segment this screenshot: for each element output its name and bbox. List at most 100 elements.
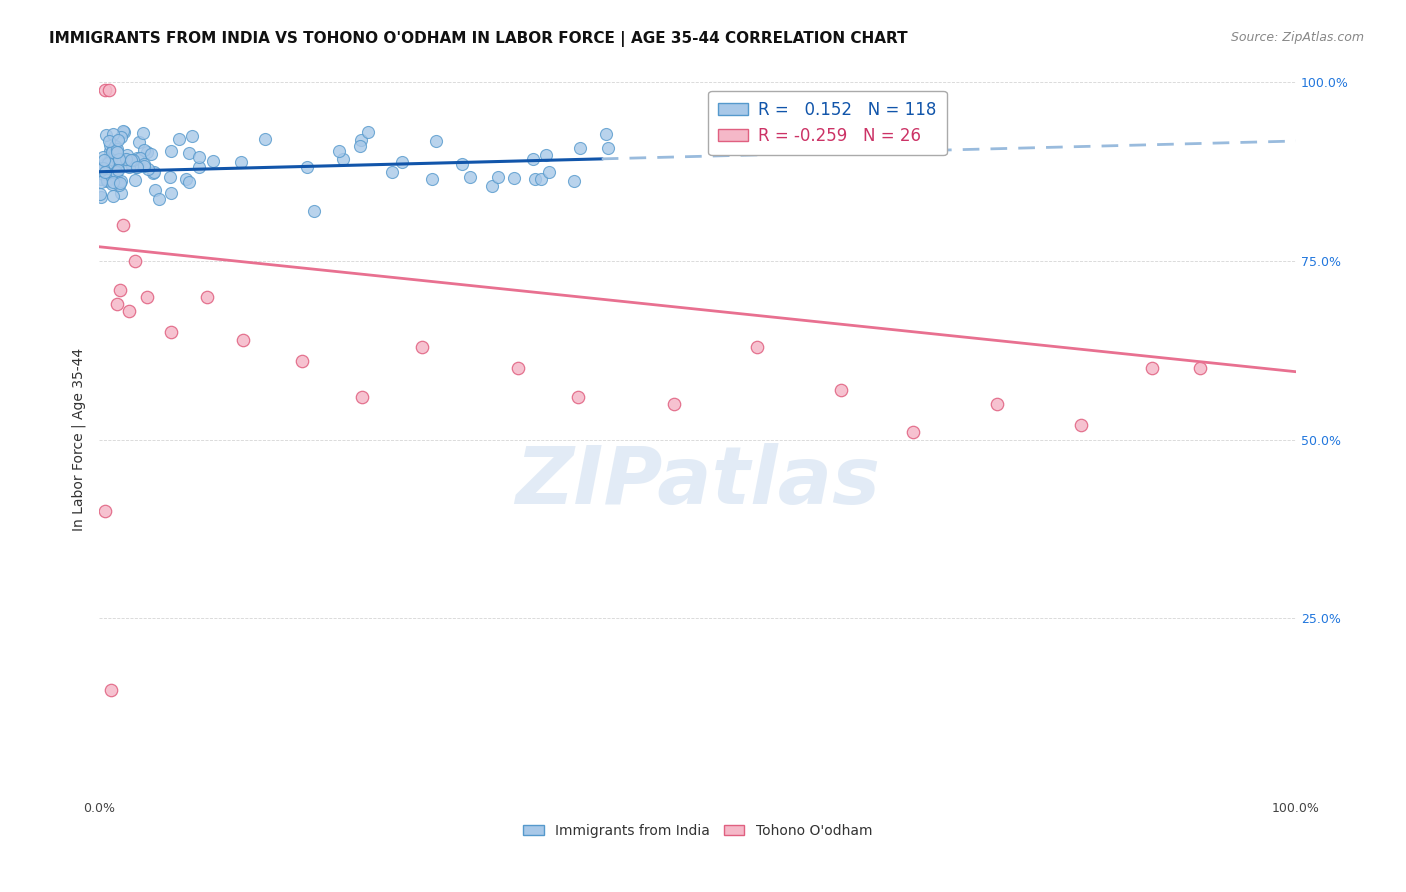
Point [530, 172, 553, 186]
Point [136, 161, 159, 176]
Point [830, 383, 852, 397]
Y-axis label: In Labor Force | Age 35-44: In Labor Force | Age 35-44 [72, 348, 86, 531]
Point [128, 159, 150, 173]
Point [105, 142, 128, 156]
Point [202, 153, 225, 168]
Point [104, 169, 127, 184]
Point [108, 153, 131, 167]
Point [104, 154, 127, 169]
Text: IMMIGRANTS FROM INDIA VS TOHONO O'ODHAM IN LABOR FORCE | AGE 35-44 CORRELATION C: IMMIGRANTS FROM INDIA VS TOHONO O'ODHAM … [49, 31, 908, 47]
Point [94, 128, 117, 142]
Point [121, 159, 143, 173]
Point [135, 290, 157, 304]
Point [97, 156, 120, 170]
Point [411, 340, 433, 354]
Point [105, 145, 128, 159]
Point [128, 135, 150, 149]
Point [110, 130, 132, 145]
Point [101, 127, 124, 141]
Point [986, 397, 1008, 411]
Point [107, 161, 129, 175]
Point [97, 82, 120, 96]
Point [111, 153, 134, 168]
Point [295, 161, 318, 175]
Point [141, 147, 163, 161]
Point [91, 150, 114, 164]
Text: ZIPatlas: ZIPatlas [515, 443, 880, 522]
Point [98, 138, 121, 153]
Point [747, 340, 769, 354]
Point [349, 138, 371, 153]
Point [98, 151, 121, 165]
Point [134, 159, 156, 173]
Point [332, 152, 354, 166]
Point [111, 124, 134, 138]
Point [127, 151, 149, 165]
Point [110, 186, 132, 200]
Point [122, 158, 145, 172]
Point [506, 361, 529, 376]
Point [538, 165, 561, 179]
Point [523, 172, 546, 186]
Point [100, 682, 122, 697]
Point [142, 166, 165, 180]
Point [1070, 418, 1092, 433]
Point [503, 170, 526, 185]
Point [159, 326, 181, 340]
Point [97, 171, 120, 186]
Point [232, 333, 254, 347]
Point [304, 204, 326, 219]
Point [662, 397, 685, 411]
Point [122, 153, 145, 168]
Point [104, 165, 127, 179]
Point [104, 139, 127, 153]
Point [132, 126, 155, 140]
Point [90, 190, 112, 204]
Point [89, 187, 111, 202]
Point [101, 177, 124, 191]
Point [522, 153, 544, 167]
Point [101, 175, 124, 189]
Point [107, 153, 129, 167]
Point [132, 143, 155, 157]
Point [101, 143, 124, 157]
Point [460, 169, 482, 184]
Point [96, 174, 118, 188]
Point [107, 163, 129, 178]
Point [568, 141, 591, 155]
Point [111, 219, 134, 233]
Point [901, 425, 924, 440]
Point [562, 174, 585, 188]
Point [94, 156, 117, 170]
Point [120, 153, 142, 167]
Point [98, 134, 121, 148]
Point [115, 148, 138, 162]
Point [114, 152, 136, 166]
Point [159, 186, 181, 200]
Point [129, 151, 152, 165]
Point [94, 82, 117, 96]
Point [105, 170, 128, 185]
Point [93, 153, 115, 167]
Point [534, 148, 557, 162]
Point [328, 145, 350, 159]
Point [254, 131, 277, 145]
Point [596, 141, 619, 155]
Point [105, 152, 128, 166]
Point [381, 165, 404, 179]
Point [94, 165, 117, 179]
Point [125, 161, 148, 175]
Point [91, 167, 114, 181]
Point [108, 176, 131, 190]
Point [1142, 361, 1164, 376]
Point [177, 145, 200, 160]
Point [177, 176, 200, 190]
Point [100, 152, 122, 166]
Point [420, 171, 443, 186]
Point [118, 161, 141, 175]
Point [91, 161, 114, 175]
Point [425, 134, 447, 148]
Point [145, 183, 167, 197]
Point [112, 125, 135, 139]
Point [108, 152, 131, 166]
